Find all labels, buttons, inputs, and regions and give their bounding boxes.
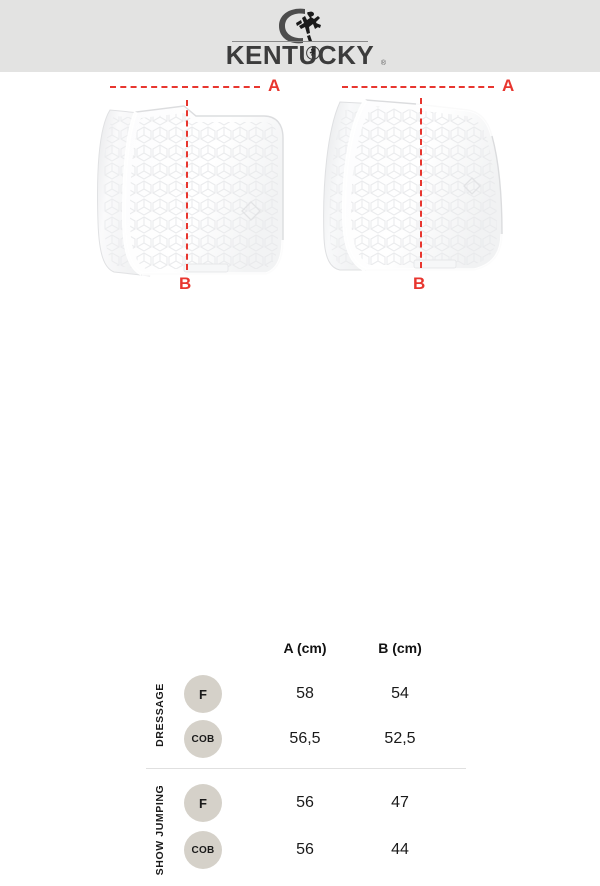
size-badge-label: COB [191,844,215,856]
horse-rider-in-c-logo-icon [279,8,321,44]
cell-showjumping-f-b: 47 [391,794,409,811]
dressage-pad-diagram: A B [88,72,318,312]
table-group-divider [146,768,466,769]
group-label-dressage: DRESSAGE [154,683,166,747]
column-header-b: B (cm) [378,640,422,656]
size-badge-dressage-cob: COB [184,720,222,758]
cell-showjumping-cob-a: 56 [296,841,314,858]
cell-dressage-f-a: 58 [296,685,314,702]
size-table: A (cm) B (cm) DRESSAGE F 58 54 COB 56,5 … [0,312,600,875]
dimension-label-a: A [268,76,281,95]
show-jumping-pad-diagram: A B [322,72,537,312]
size-badge-showjumping-cob: COB [184,831,222,869]
dimension-line-a [342,86,494,88]
group-label-show-jumping: SHOW JUMPING [154,784,166,876]
dimension-label-b: B [413,274,426,293]
size-badge-label: F [199,686,207,702]
product-diagram-area: A B [0,72,600,312]
logo-divider-rule [232,41,368,42]
dimension-line-b [186,100,188,270]
show-jumping-saddle-pad-image [323,98,504,272]
cell-dressage-f-b: 54 [391,685,409,702]
cell-showjumping-f-a: 56 [296,794,314,811]
dimension-line-b [420,98,422,268]
dimension-line-a [110,86,260,88]
size-badge-showjumping-f: F [184,784,222,822]
cell-showjumping-cob-b: 44 [391,841,409,858]
cell-dressage-cob-b: 52,5 [384,730,416,747]
registered-trademark: ® [380,60,386,67]
size-badge-label: F [199,795,207,811]
header-band: KENTUCKY ® [0,0,600,72]
dimension-label-b: B [179,274,192,293]
cell-dressage-cob-a: 56,5 [289,730,321,747]
size-badge-dressage-f: F [184,675,222,713]
brand-wordmark: KENTUCKY [225,40,375,70]
brand-logo: KENTUCKY ® [210,6,390,68]
horse-head-emblem-icon [306,46,320,60]
size-badge-label: COB [191,733,215,745]
column-header-a: A (cm) [283,640,327,656]
dressage-saddle-pad-image [97,105,285,277]
dimension-label-a: A [502,76,515,95]
